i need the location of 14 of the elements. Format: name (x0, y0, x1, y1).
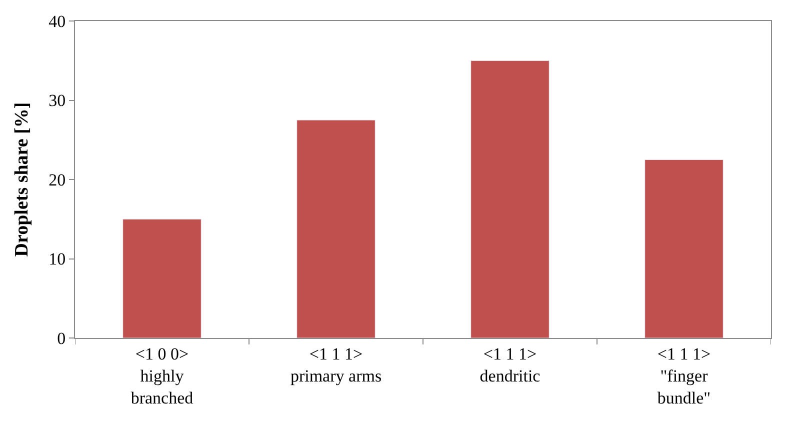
y-tick-label: 20 (48, 170, 66, 190)
bar (644, 159, 724, 338)
y-tick-label: 10 (48, 250, 66, 269)
x-tick-label: <1 1 1> "finger bundle" (657, 344, 711, 408)
y-tick-label: 40 (48, 12, 66, 31)
y-tick-label: 0 (57, 328, 66, 348)
bar (122, 218, 202, 338)
bar (296, 120, 376, 338)
y-axis-title: Droplets share [%] (11, 102, 32, 257)
x-tick-label: <1 1 1> dendritic (480, 344, 541, 386)
y-tick-label: 30 (48, 91, 66, 110)
x-tick-label: <1 1 1> primary arms (290, 344, 382, 386)
bar (470, 60, 550, 338)
x-tick-label: <1 0 0> highly branched (130, 344, 194, 408)
